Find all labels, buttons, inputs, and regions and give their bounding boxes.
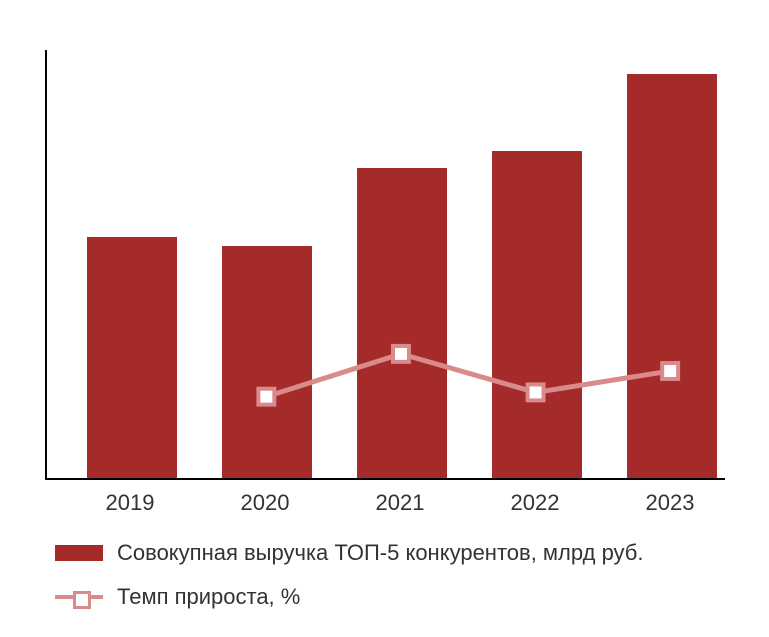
revenue-growth-chart: 2019 2020 2021 2022 2023 Совокупная выручка … [0, 0, 769, 637]
legend: Совокупная выручка ТОП-5 конкурентов, мл… [55, 540, 735, 628]
bar [492, 151, 582, 478]
legend-item-bar: Совокупная выручка ТОП-5 конкурентов, мл… [55, 540, 735, 566]
x-tick-label: 2019 [106, 490, 155, 516]
legend-item-line: Темп прироста, % [55, 584, 735, 610]
x-tick-label: 2022 [511, 490, 560, 516]
x-axis-labels: 2019 2020 2021 2022 2023 [45, 490, 725, 530]
plot-area [45, 50, 725, 480]
legend-swatch-bar [55, 545, 103, 561]
x-tick-label: 2020 [241, 490, 290, 516]
legend-swatch-line [55, 589, 103, 605]
legend-label-line: Темп прироста, % [117, 584, 300, 610]
x-tick-label: 2021 [376, 490, 425, 516]
bars-layer [47, 50, 725, 478]
bar [627, 74, 717, 478]
bar [222, 246, 312, 478]
bar [87, 237, 177, 478]
bar [357, 168, 447, 478]
x-tick-label: 2023 [646, 490, 695, 516]
legend-label-bar: Совокупная выручка ТОП-5 конкурентов, мл… [117, 540, 644, 566]
